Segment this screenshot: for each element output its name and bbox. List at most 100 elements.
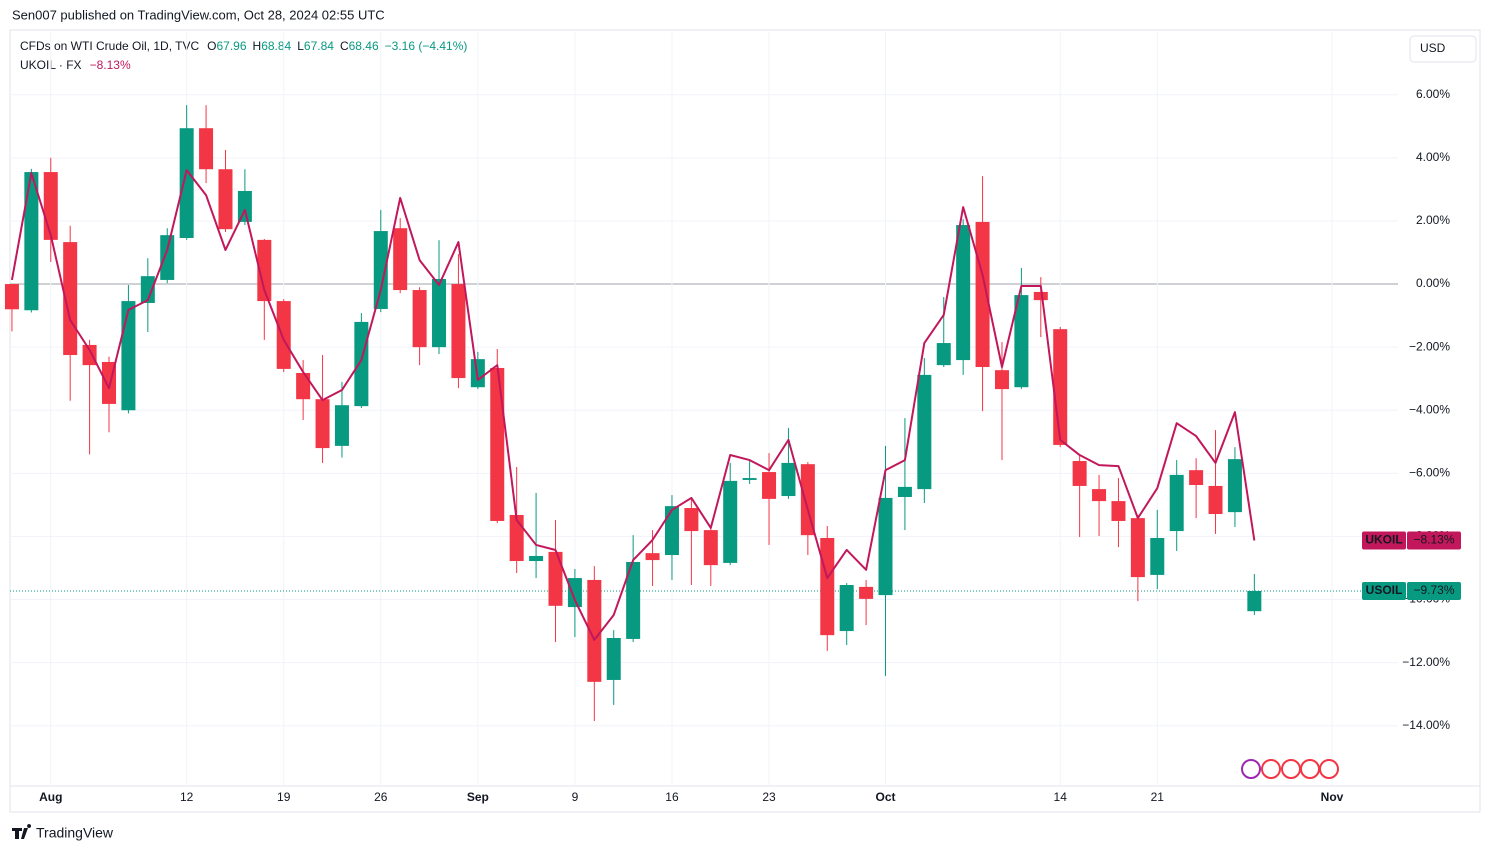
candle-body xyxy=(742,478,757,480)
candle-body xyxy=(1130,518,1145,578)
price-tag-name-bg xyxy=(1362,581,1406,600)
l-value: 67.84 xyxy=(304,39,334,53)
y-tick-label: −2.00% xyxy=(1409,339,1450,353)
published-note: Sen007 published on TradingView.com, Oct… xyxy=(12,7,385,22)
candle-body xyxy=(723,480,738,563)
event-icon xyxy=(1241,759,1261,779)
l-label: L xyxy=(297,39,304,53)
x-tick-label: 23 xyxy=(762,790,776,804)
event-icon xyxy=(1319,759,1339,779)
candle-body xyxy=(1169,474,1184,532)
o-value: 67.96 xyxy=(217,39,247,53)
symbol: CFDs on WTI Crude Oil, 1D, TVC xyxy=(20,39,199,53)
candle-body xyxy=(1072,461,1087,486)
candle-body xyxy=(490,367,505,521)
x-tick-label: 21 xyxy=(1151,790,1165,804)
price-tag-value-bg xyxy=(1407,531,1461,550)
candle-body xyxy=(199,128,214,170)
candle-body xyxy=(703,530,718,566)
candle-body xyxy=(1208,485,1223,515)
x-tick-label: 16 xyxy=(665,790,679,804)
price-tag-value: −9.73% xyxy=(1413,583,1454,597)
x-tick-label: Aug xyxy=(39,790,62,804)
candle-body xyxy=(626,561,641,639)
x-tick-label: 9 xyxy=(572,790,579,804)
candle-body xyxy=(121,301,136,411)
candle-body xyxy=(296,373,311,400)
x-tick-label: 19 xyxy=(277,790,291,804)
event-icon xyxy=(1261,759,1281,779)
candle-body xyxy=(975,221,990,368)
candle-body xyxy=(781,462,796,497)
brand-logo xyxy=(12,824,32,839)
x-tick-label: Nov xyxy=(1321,790,1344,804)
candle-body xyxy=(1111,501,1126,521)
x-tick-label: Sep xyxy=(467,790,489,804)
x-tick-label: Oct xyxy=(875,790,895,804)
candle-body xyxy=(4,284,19,310)
candle-body xyxy=(684,508,699,532)
candle-body xyxy=(917,374,932,490)
candle-body xyxy=(529,555,544,562)
candle-body xyxy=(1189,470,1204,485)
candle-body xyxy=(276,301,291,369)
candle-body xyxy=(820,537,835,636)
event-icon xyxy=(1300,759,1320,779)
candle-body xyxy=(140,276,155,303)
candle-body xyxy=(354,321,369,407)
brand: TradingView xyxy=(36,825,114,841)
candle-body xyxy=(1247,590,1262,612)
y-tick-label: 2.00% xyxy=(1416,213,1450,227)
price-tag-name-bg xyxy=(1362,531,1406,550)
y-tick-label: 0.00% xyxy=(1416,276,1450,290)
legend-compare: UKOIL · FX −8.13% xyxy=(20,58,131,72)
candle-body xyxy=(936,343,951,366)
currency-button[interactable] xyxy=(1409,35,1477,63)
o-label: O xyxy=(207,39,216,53)
candle-body xyxy=(878,497,893,596)
y-tick-label: 6.00% xyxy=(1416,87,1450,101)
candle-body xyxy=(606,637,621,680)
candle-body xyxy=(451,284,466,379)
candle-body xyxy=(859,586,874,599)
candle-body xyxy=(43,172,58,240)
event-icons xyxy=(1241,759,1339,779)
price-tag-value: −8.13% xyxy=(1413,533,1454,547)
candle-body xyxy=(257,239,272,302)
candle-body xyxy=(1092,489,1107,502)
price-tag-value-bg xyxy=(1407,581,1461,600)
x-tick-label: 12 xyxy=(180,790,194,804)
y-tick-label: 4.00% xyxy=(1416,150,1450,164)
compare-line xyxy=(10,169,1256,641)
candle-body xyxy=(1150,537,1165,575)
candle-body xyxy=(956,225,971,361)
change: −3.16 (−4.41%) xyxy=(385,39,468,53)
candle-body xyxy=(509,514,524,562)
candle-body xyxy=(1053,329,1068,445)
plot: 6.00% 4.00% 2.00% 0.00% −2.00% −4.00% −6.00% −8… xyxy=(4,32,1480,804)
chart-frame xyxy=(9,29,1481,813)
candle-body xyxy=(645,553,660,561)
event-icon xyxy=(1281,759,1301,779)
candle-body xyxy=(412,290,427,348)
compare-change: −8.13% xyxy=(90,58,131,72)
candle-body xyxy=(237,190,252,222)
candle-body xyxy=(664,506,679,556)
candle-body xyxy=(762,472,777,499)
candle-body xyxy=(1014,295,1029,388)
y-tick-label: −12.00% xyxy=(1402,655,1450,669)
candle-body xyxy=(432,279,447,348)
candle-body xyxy=(82,344,97,366)
candle-body xyxy=(897,486,912,497)
y-tick-label: −14.00% xyxy=(1402,718,1450,732)
candle-body xyxy=(160,235,175,280)
candle-body xyxy=(393,228,408,291)
candle-body xyxy=(548,551,563,606)
c-label: C xyxy=(340,39,349,53)
candle-body xyxy=(587,579,602,682)
legend-main: CFDs on WTI Crude Oil, 1D, TVC O67.96 H68.… xyxy=(20,39,467,53)
y-tick-label: −6.00% xyxy=(1409,465,1450,479)
price-tag-name: UKOIL xyxy=(1365,533,1402,547)
